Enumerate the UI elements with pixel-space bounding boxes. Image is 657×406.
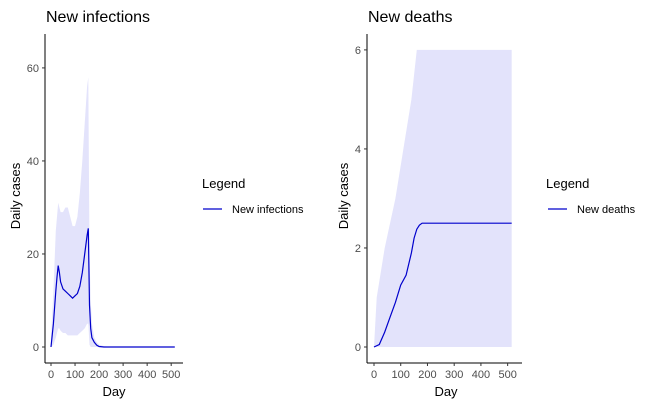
x-tick-label: 300: [445, 369, 463, 381]
panel-new-deaths: New deaths Day Daily cases 0 100 200 300 400…: [336, 9, 636, 399]
series-line-0: [50, 228, 175, 348]
x-tick-label: 400: [138, 369, 156, 381]
y-tick-label: 60: [27, 63, 39, 75]
x-tick-label: 200: [90, 369, 108, 381]
x-ticks: 0 100 200 300 400 500: [48, 363, 180, 381]
series-lines: [373, 222, 512, 348]
legend-label: New deaths: [577, 204, 636, 216]
x-axis-title: Day: [434, 384, 458, 399]
x-tick-label: 300: [114, 369, 132, 381]
band-area: [51, 77, 175, 347]
y-tick-label: 0: [355, 342, 361, 354]
chart-title: New deaths: [368, 9, 453, 26]
legend: Legend New infections: [202, 176, 304, 216]
series-lines: [50, 228, 175, 348]
x-axis-title: Day: [102, 384, 126, 399]
y-tick-label: 2: [355, 243, 361, 255]
x-tick-label: 100: [392, 369, 410, 381]
y-axis-title: Daily cases: [336, 162, 351, 229]
legend: Legend New deaths: [546, 176, 636, 216]
x-ticks: 0 100 200 300 400 500: [371, 363, 517, 381]
series-line-0: [373, 222, 512, 348]
x-tick-label: 100: [66, 369, 84, 381]
legend-title: Legend: [546, 176, 589, 191]
y-tick-label: 0: [33, 342, 39, 354]
chart-title: New infections: [46, 9, 150, 26]
confidence-band: [374, 49, 512, 348]
legend-label: New infections: [232, 204, 304, 216]
x-tick-label: 0: [371, 369, 377, 381]
y-axis-title: Daily cases: [8, 162, 23, 229]
y-tick-label: 20: [27, 249, 39, 261]
y-ticks: 0 2 4 6: [355, 45, 367, 354]
x-tick-label: 200: [418, 369, 436, 381]
confidence-band: [51, 77, 175, 347]
y-tick-label: 6: [355, 45, 361, 57]
y-ticks: 0 20 40 60: [27, 63, 45, 354]
x-tick-label: 0: [48, 369, 54, 381]
band-area: [374, 49, 512, 348]
x-tick-label: 500: [498, 369, 516, 381]
y-tick-label: 4: [355, 144, 361, 156]
y-tick-label: 40: [27, 156, 39, 168]
panel-new-infections: New infections Day Daily cases 0 100 200 30…: [8, 9, 304, 399]
legend-title: Legend: [202, 176, 245, 191]
x-tick-label: 400: [472, 369, 490, 381]
x-tick-label: 500: [162, 369, 180, 381]
